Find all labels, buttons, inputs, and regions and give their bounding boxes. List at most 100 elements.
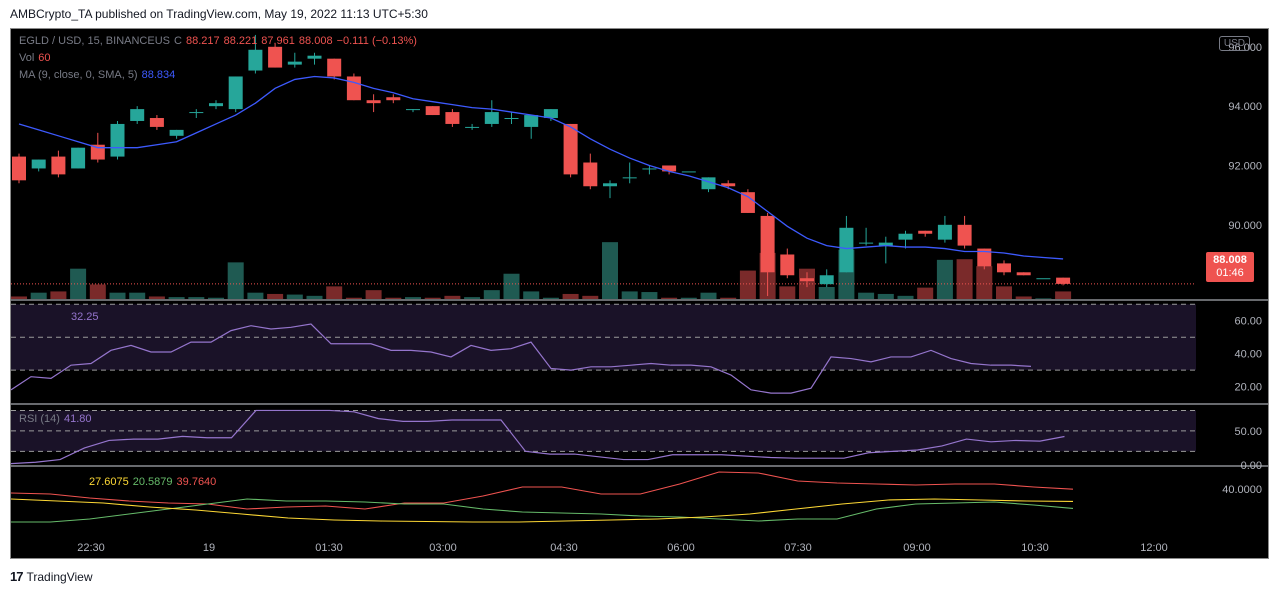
volume-bar xyxy=(720,297,737,299)
change-value: −0.111 (−0.13%) xyxy=(336,35,417,47)
time-axis-label: 19 xyxy=(203,542,215,554)
candle-body xyxy=(819,275,834,285)
stoch-band xyxy=(11,410,1196,452)
candle xyxy=(110,120,125,160)
candle xyxy=(209,100,223,110)
tradingview-logo-icon[interactable]: 17 xyxy=(10,569,24,584)
candle-body xyxy=(543,109,558,119)
candle xyxy=(287,52,302,68)
volume-bar xyxy=(267,293,284,299)
candle-body xyxy=(90,144,105,160)
chart-area[interactable]: 96.000 94.000 92.000 90.000 60.00 40.00 20.00 5… xyxy=(10,28,1269,559)
candle xyxy=(406,109,420,113)
volume-bar xyxy=(523,291,540,299)
vol-value: 60 xyxy=(38,52,51,64)
candle xyxy=(248,34,263,74)
candle xyxy=(957,215,972,249)
candle-body xyxy=(327,58,342,77)
time-axis-label: 10:30 xyxy=(1021,542,1049,554)
ma-line xyxy=(18,75,1064,260)
candle-body xyxy=(800,278,814,282)
chart-canvas[interactable]: 96.00094.00092.00090.00060.0040.0020.005… xyxy=(11,29,1269,559)
candle-body xyxy=(149,118,164,127)
last-price-tag: 88.008 01:46 xyxy=(1206,252,1254,282)
volume-bar xyxy=(365,290,382,299)
candle-body xyxy=(406,109,420,111)
candle xyxy=(819,269,834,288)
low-value: 87.961 xyxy=(261,35,295,47)
volume-bar xyxy=(779,286,796,299)
candle-body xyxy=(386,97,401,101)
candle xyxy=(662,165,677,175)
candle-body xyxy=(51,156,66,175)
candle-body xyxy=(130,109,145,121)
candle-body xyxy=(1036,278,1051,280)
time-axis-label: 07:30 xyxy=(784,542,812,554)
candle xyxy=(386,94,401,104)
candle-body xyxy=(425,106,440,116)
candle-body xyxy=(878,242,893,246)
candle-body xyxy=(12,156,26,181)
candle-body xyxy=(287,61,302,65)
candle-body xyxy=(71,147,86,169)
volume-bar xyxy=(1035,298,1052,299)
candle xyxy=(71,147,86,169)
currency-button[interactable]: USD xyxy=(1218,36,1250,51)
volume-bar xyxy=(306,295,323,299)
ma-label[interactable]: MA (9, close, 0, SMA, 5) xyxy=(19,69,138,81)
time-axis-label: 12:00 xyxy=(1140,542,1168,554)
symbol-label[interactable]: EGLD / USD, 15, BINANCEUS xyxy=(19,35,170,47)
volume-bar xyxy=(996,286,1012,299)
candle-body xyxy=(997,263,1011,273)
volume-bar xyxy=(641,292,658,299)
candle-body xyxy=(465,126,480,128)
candle-body xyxy=(898,233,913,240)
candle xyxy=(918,230,933,237)
volume-bar xyxy=(956,259,973,299)
candle xyxy=(189,109,204,119)
volume-bar xyxy=(739,270,756,299)
volume-bar xyxy=(562,293,579,299)
stoch-tick-label: 0.00 xyxy=(1241,460,1262,472)
candle-body xyxy=(366,100,381,104)
volume-bar xyxy=(148,296,165,299)
candle-body xyxy=(346,76,361,101)
candle-body xyxy=(504,118,519,120)
volume-bar xyxy=(30,292,47,299)
candle xyxy=(563,123,578,178)
rsi-band xyxy=(11,304,1196,371)
volume-bar xyxy=(89,284,106,299)
volume-bar xyxy=(286,294,303,299)
stoch-label[interactable]: RSI (14) xyxy=(19,413,60,425)
volume-bar xyxy=(168,297,185,299)
plus-di-line xyxy=(11,498,1074,523)
candle xyxy=(445,109,460,127)
ma-value: 88.834 xyxy=(141,69,176,81)
candle-body xyxy=(583,162,598,187)
candle-body xyxy=(524,115,539,127)
plus-di-value: 20.5879 xyxy=(132,476,173,488)
candle-body xyxy=(701,177,716,190)
candle xyxy=(839,215,854,273)
candle xyxy=(701,177,716,193)
candle-body xyxy=(189,112,204,114)
stoch-line xyxy=(11,409,1065,465)
footer-brand[interactable]: TradingView xyxy=(26,569,93,584)
dmi-tick-label: 40.0000 xyxy=(1222,484,1262,496)
candle xyxy=(51,150,66,178)
publisher-line: AMBCrypto_TA published on TradingView.co… xyxy=(10,7,428,21)
candle-body xyxy=(445,112,460,124)
rsi-legend: 32.25 xyxy=(71,311,103,323)
volume-bar xyxy=(483,290,500,299)
candle-body xyxy=(603,183,617,187)
candle-body xyxy=(918,230,933,234)
candle xyxy=(622,162,637,184)
candle-body xyxy=(957,224,972,246)
volume-bar xyxy=(424,297,441,299)
candle xyxy=(130,106,145,124)
candle-body xyxy=(31,159,46,169)
vol-label[interactable]: Vol xyxy=(19,52,35,64)
candle xyxy=(760,212,775,297)
open-value: 88.217 xyxy=(185,35,220,47)
candle-body xyxy=(1016,272,1031,276)
